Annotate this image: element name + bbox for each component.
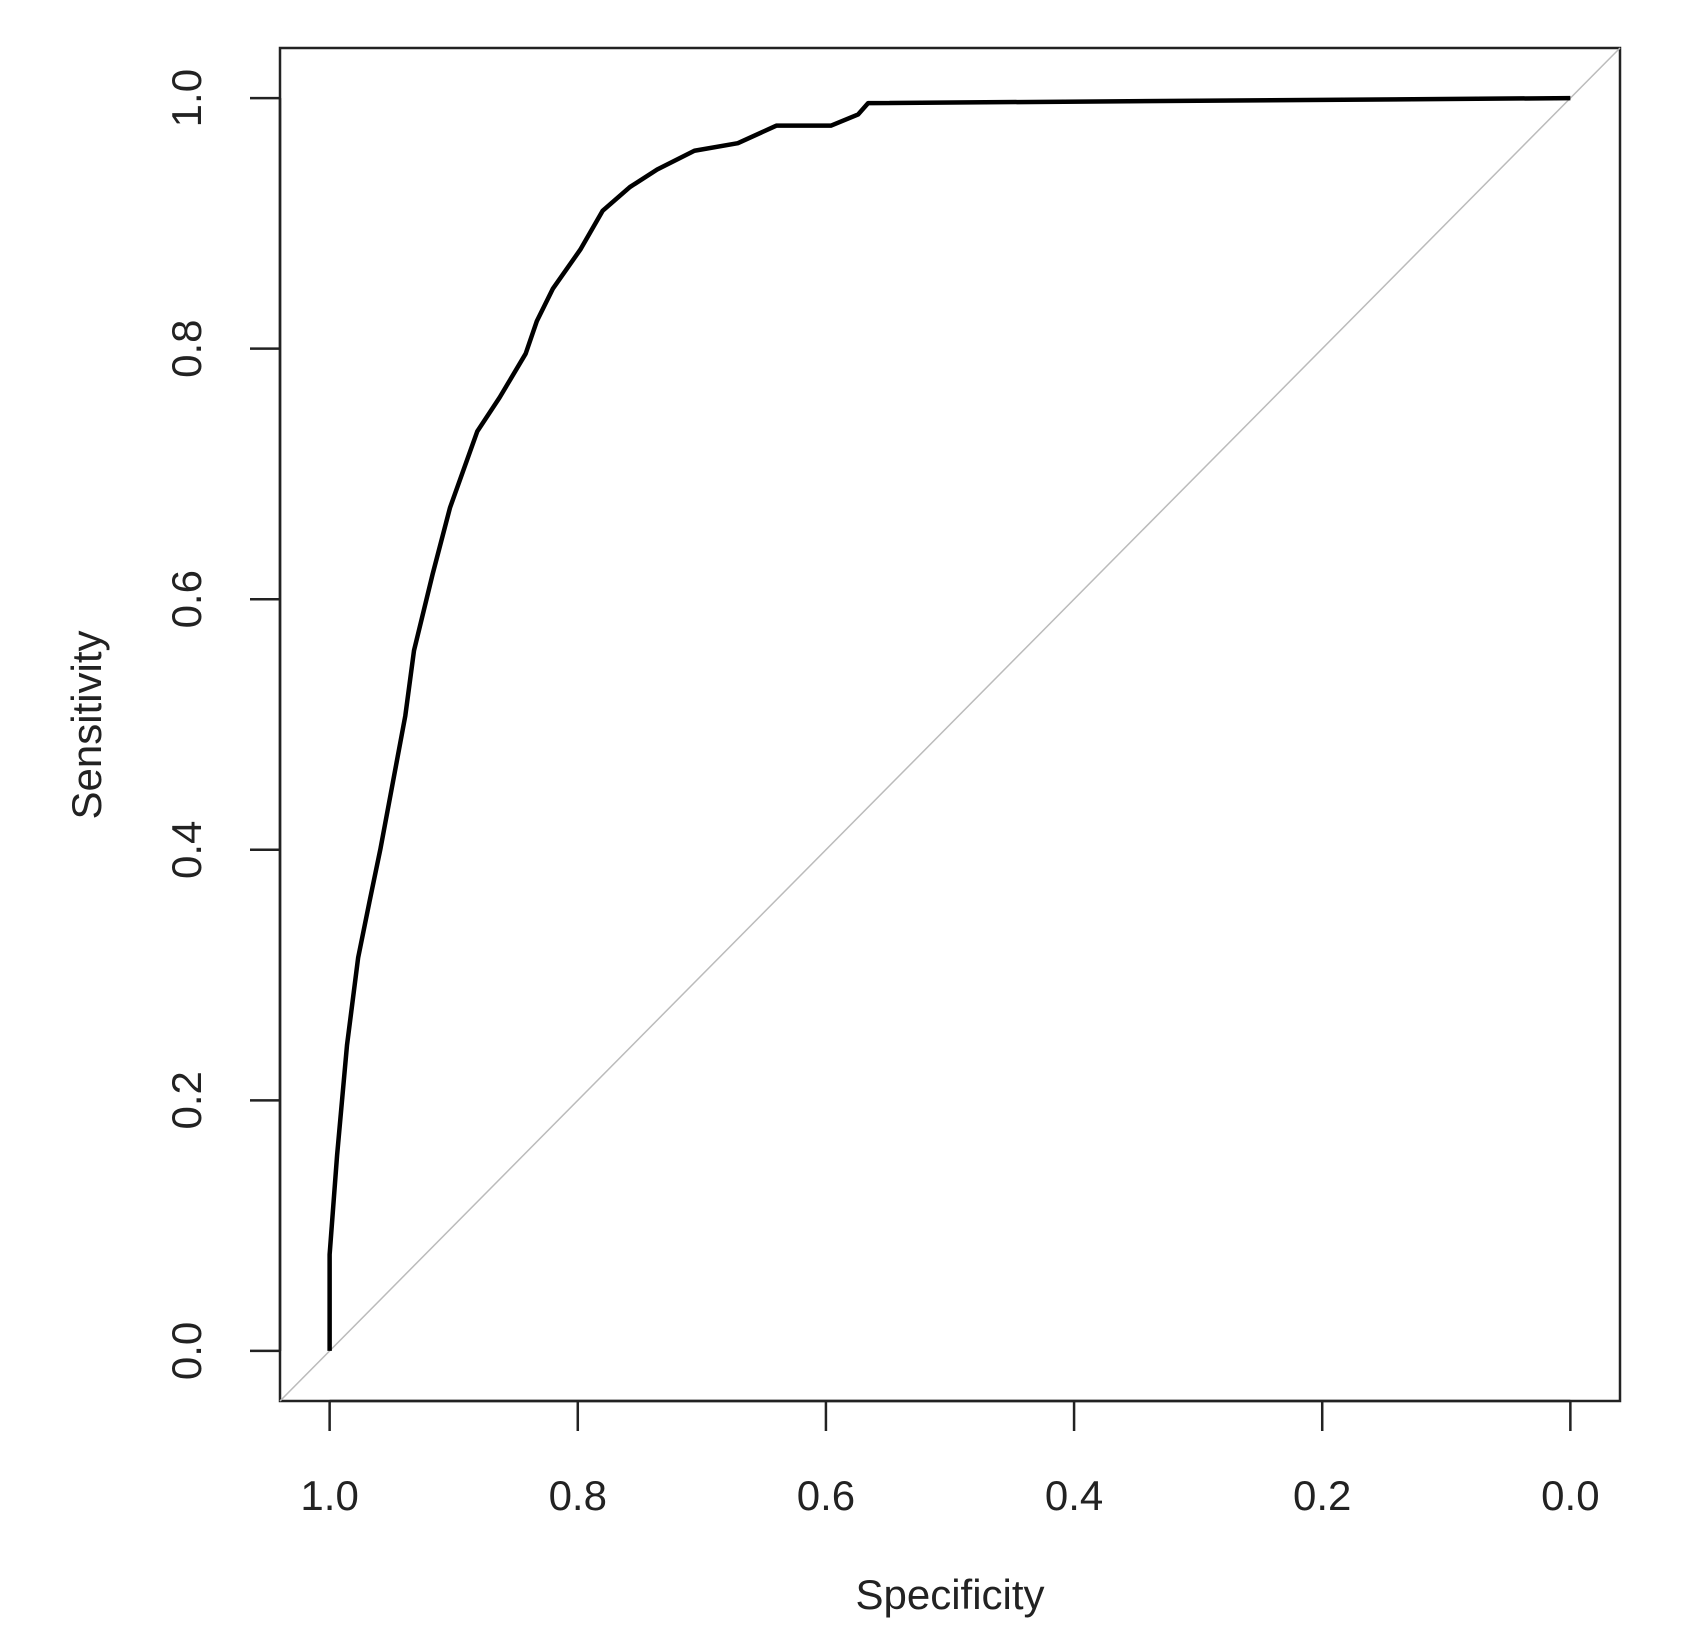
x-tick-label: 0.8 [549,1472,607,1519]
y-axis-title: Sensitivity [63,630,110,819]
x-tick-label: 0.4 [1045,1472,1103,1519]
roc-curve [327,95,1571,1351]
x-tick-label: 0.2 [1293,1472,1351,1519]
x-tick-label: 1.0 [300,1472,358,1519]
reference-diagonal [279,47,1621,1402]
y-tick-label: 0.0 [163,1322,210,1380]
y-tick-label: 0.4 [163,821,210,879]
x-tick-label: 0.6 [797,1472,855,1519]
x-axis-title: Specificity [855,1571,1044,1618]
y-tick-label: 1.0 [163,69,210,127]
x-tick-label: 0.0 [1541,1472,1599,1519]
y-tick-label: 0.6 [163,570,210,628]
y-tick-label: 0.8 [163,319,210,377]
y-tick-label: 0.2 [163,1071,210,1129]
